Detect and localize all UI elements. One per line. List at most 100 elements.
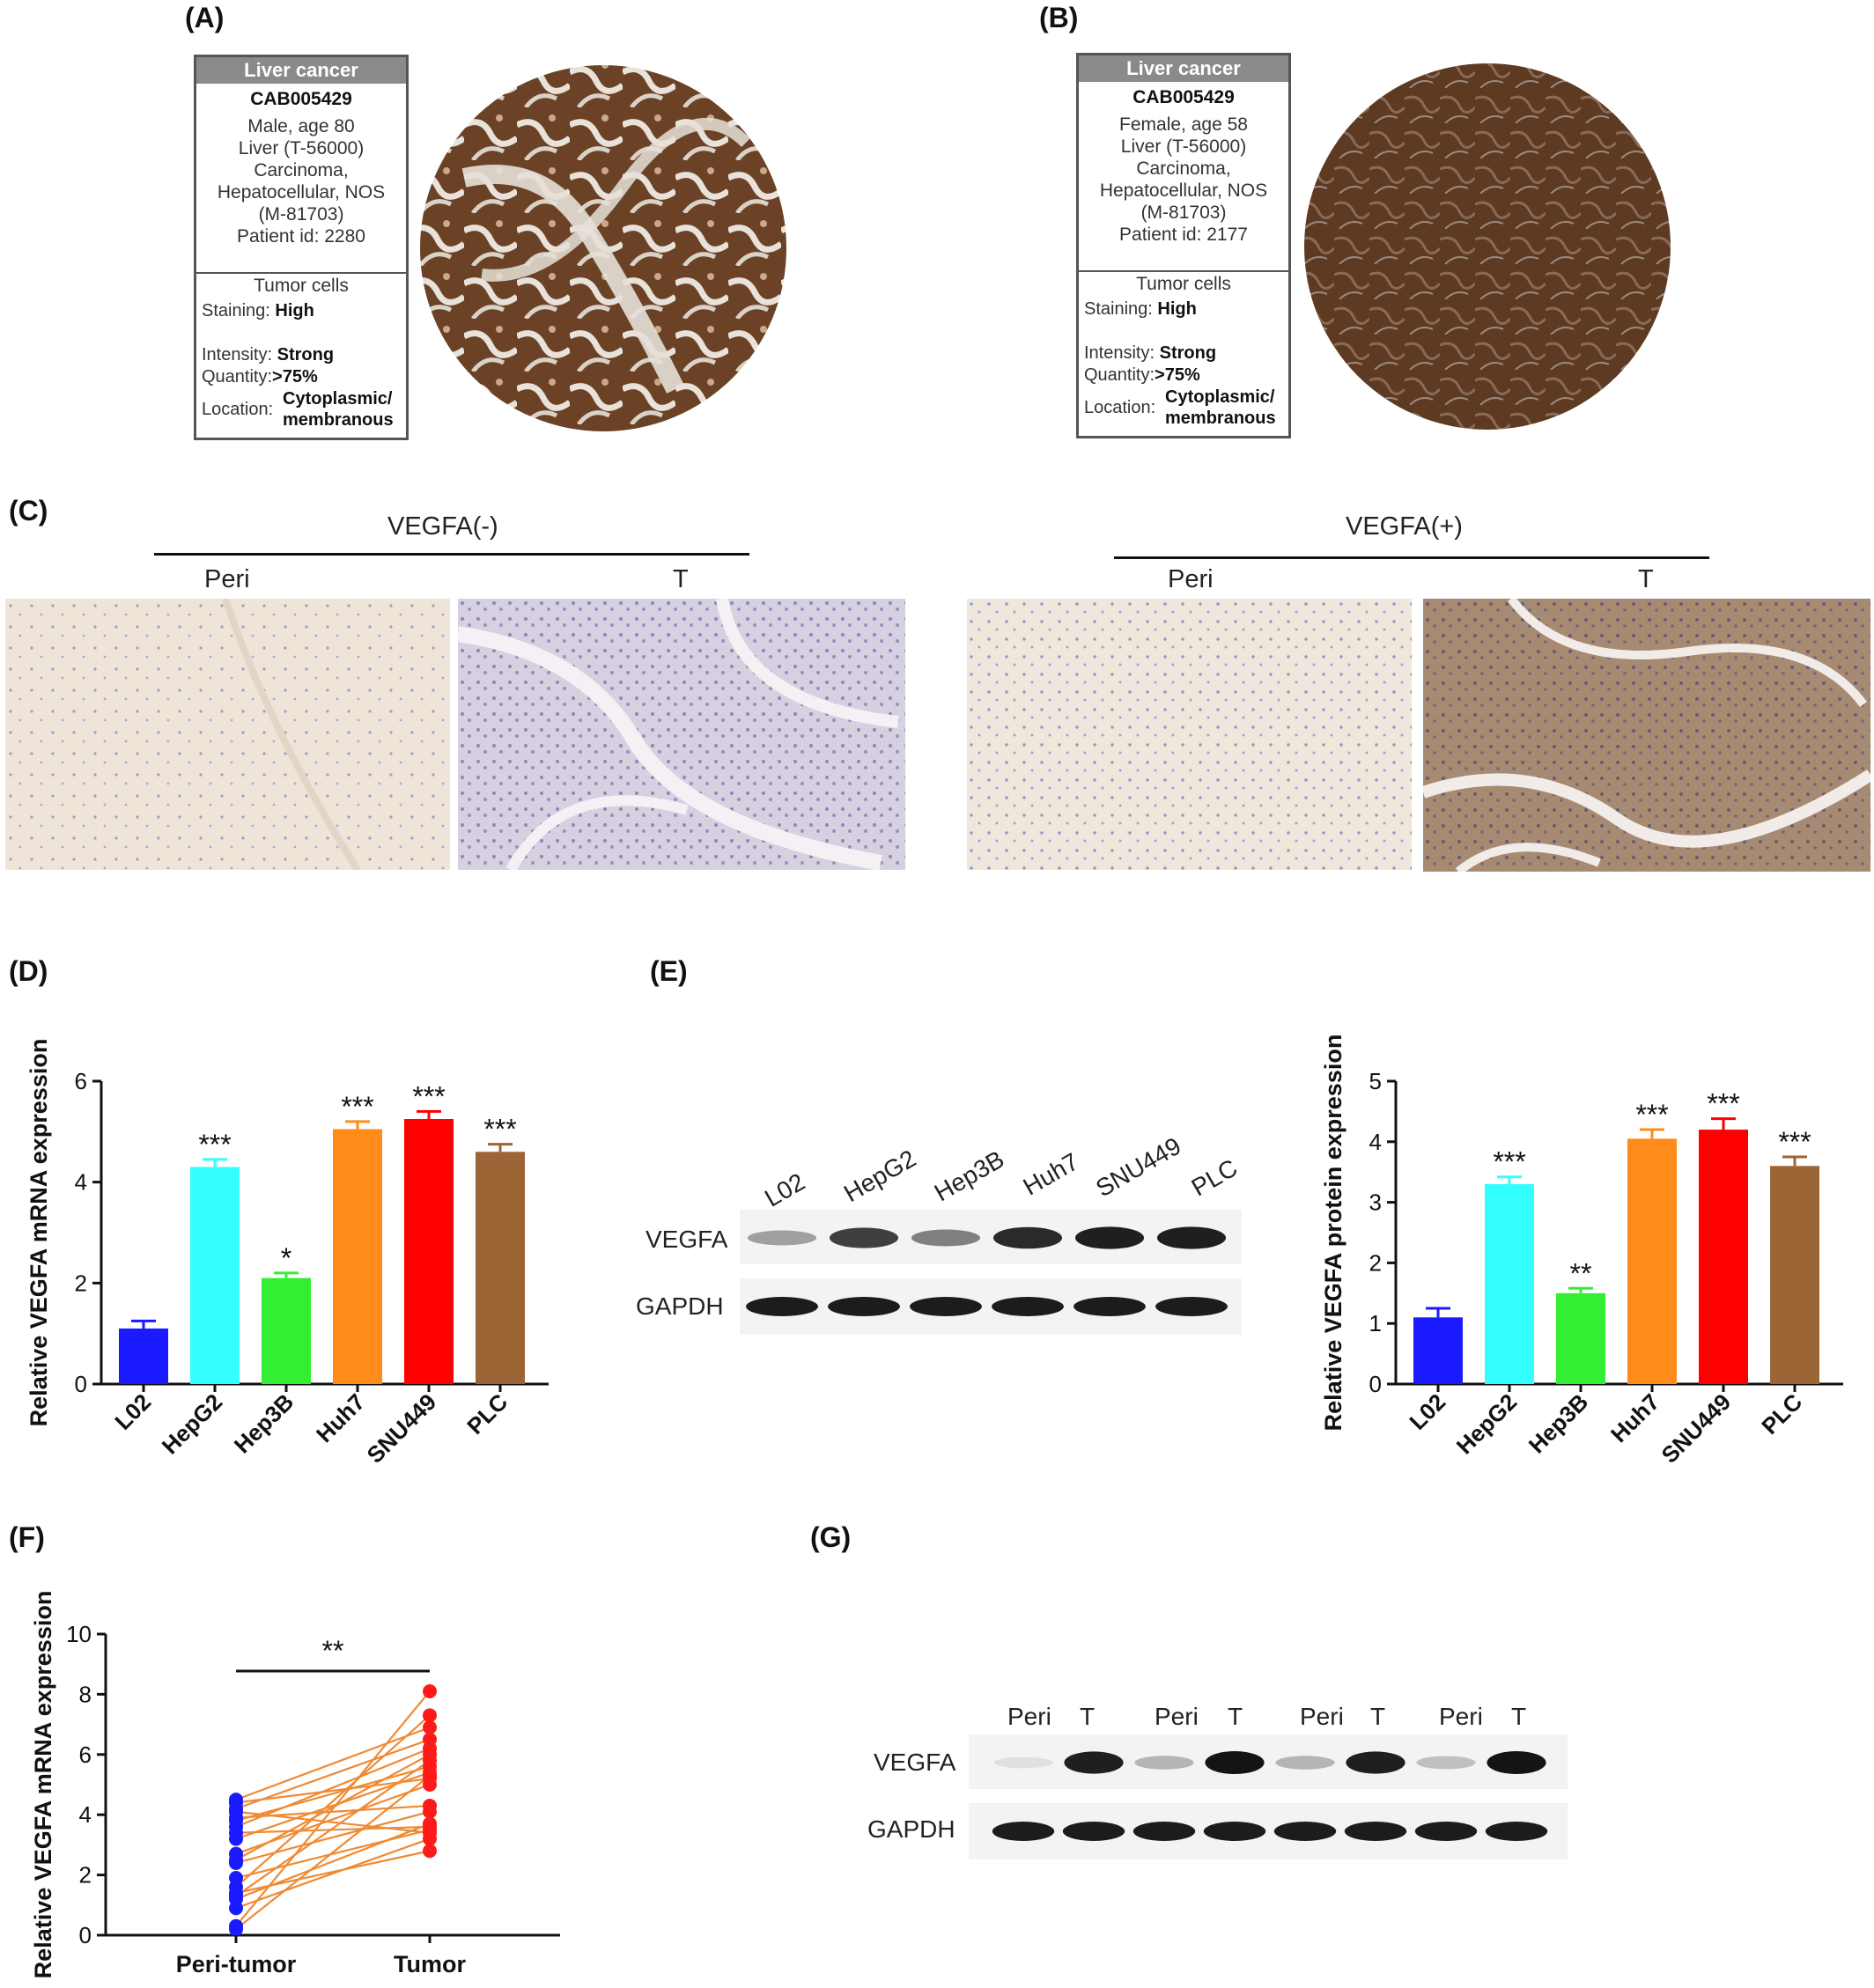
x-tick-label: Tumor <box>394 1951 466 1977</box>
band-gapdh <box>1073 1297 1146 1316</box>
y-tick-label: 2 <box>1369 1249 1382 1276</box>
significance-label: *** <box>1778 1126 1811 1158</box>
y-tick-label: 10 <box>66 1621 92 1647</box>
band-vegfa <box>1205 1751 1265 1774</box>
point-peri-tumor <box>229 1901 243 1916</box>
blot-e-lane-label: HepG2 <box>838 1144 921 1208</box>
bar <box>1627 1138 1677 1384</box>
hpa-line: (M-81703) <box>1140 202 1227 223</box>
significance-label: *** <box>412 1080 445 1112</box>
bar <box>1556 1292 1605 1384</box>
blot-e-lane-label: SNU449 <box>1091 1131 1186 1203</box>
bar <box>1413 1317 1463 1384</box>
band-gapdh <box>1155 1297 1228 1316</box>
location-value: Cytoplasmic/ <box>283 389 393 409</box>
x-tick-label: SNU449 <box>362 1388 442 1469</box>
intensity-label: Intensity: <box>1084 343 1155 363</box>
y-axis-label: Relative VEGFA mRNA expression <box>30 1591 56 1979</box>
y-tick-label: 3 <box>1369 1189 1382 1216</box>
hpa-header: Liver cancer <box>1079 55 1288 82</box>
significance-label: *** <box>1635 1099 1668 1130</box>
panel-label-e: (E) <box>650 955 688 987</box>
significance-label: *** <box>1493 1146 1525 1178</box>
x-tick-label: L02 <box>109 1388 156 1435</box>
location-value: Cytoplasmic/ <box>1165 387 1275 407</box>
staining-value: High <box>1157 299 1197 319</box>
x-tick-label: HepG2 <box>1451 1388 1522 1459</box>
x-tick-label: Hep3B <box>1524 1388 1593 1458</box>
location-label: Location: <box>1084 398 1156 417</box>
y-tick-label: 1 <box>1369 1310 1382 1336</box>
panel-label-g: (G) <box>810 1521 852 1553</box>
bar <box>333 1129 382 1384</box>
blot-g-lane-label: T <box>1511 1703 1527 1730</box>
group-bracket-pos <box>1114 556 1709 559</box>
point-tumor <box>423 1753 437 1768</box>
blot-g-row-label-vegfa: VEGFA <box>874 1749 956 1776</box>
blot-e-lane-label: Hep3B <box>929 1145 1009 1207</box>
y-tick-label: 0 <box>1369 1371 1382 1397</box>
chart-e-protein-bar: 0 1 2 3 4 5 Relative VEGFA protein expression L… <box>1320 1034 1843 1469</box>
group-bracket-neg <box>154 553 749 556</box>
blot-e-lane-label: PLC <box>1186 1153 1243 1202</box>
significance-label: *** <box>341 1091 373 1123</box>
hpa-info-card-a: Liver cancer CAB005429 Male, age 80 Live… <box>194 55 409 440</box>
band-vegfa <box>993 1756 1053 1769</box>
band-gapdh <box>1273 1822 1337 1841</box>
pair-line <box>235 1714 431 1889</box>
blot-membrane-vegfa <box>969 1734 1568 1789</box>
y-tick-label: 6 <box>75 1068 87 1094</box>
ihc-image-t-neg <box>458 599 905 870</box>
panel-label-f: (F) <box>9 1521 45 1553</box>
blot-g-lane-label: Peri <box>1155 1703 1199 1730</box>
bar <box>1699 1130 1748 1384</box>
y-tick-label: 0 <box>75 1371 87 1397</box>
y-tick-label: 4 <box>75 1169 87 1196</box>
location-value: membranous <box>1165 409 1276 428</box>
significance-label: *** <box>483 1114 516 1145</box>
bar <box>262 1277 311 1384</box>
tissue-core-b <box>1304 63 1671 430</box>
pair-line <box>235 1810 431 1864</box>
ihc-label-t-pos: T <box>1638 565 1654 593</box>
point-tumor <box>423 1844 437 1859</box>
ihc-label-peri-neg: Peri <box>204 565 250 593</box>
quantity-value: >75% <box>272 367 318 387</box>
band-vegfa <box>747 1230 817 1246</box>
significance-label: ** <box>322 1635 344 1667</box>
chart-f-paired-scatter: 0 2 4 6 8 10 Relative VEGFA mRNA expression Per… <box>30 1591 560 1979</box>
y-axis-label: Relative VEGFA mRNA expression <box>26 1039 52 1427</box>
staining-value: High <box>275 301 314 320</box>
pair-line <box>235 1765 431 1822</box>
band-vegfa <box>1156 1226 1227 1249</box>
ihc-image-peri-neg <box>5 599 450 870</box>
x-tick-label: PLC <box>1756 1388 1807 1439</box>
panel-label-d: (D) <box>9 955 48 987</box>
bar <box>1485 1183 1534 1384</box>
x-tick-label: HepG2 <box>157 1388 227 1459</box>
band-gapdh <box>1203 1822 1266 1841</box>
hpa-line: Patient id: 2280 <box>237 226 365 247</box>
bar <box>119 1328 168 1384</box>
band-vegfa <box>1134 1756 1194 1770</box>
x-tick-label: Huh7 <box>1605 1388 1664 1447</box>
hpa-line: Patient id: 2177 <box>1119 225 1248 245</box>
band-gapdh <box>1062 1822 1125 1841</box>
blot-g-lane-label: T <box>1228 1703 1243 1730</box>
significance-label: *** <box>198 1129 231 1160</box>
significance-label: ** <box>1570 1257 1592 1289</box>
hpa-info-card-b: Liver cancer CAB005429 Female, age 58 Li… <box>1076 53 1291 438</box>
hpa-line: Liver (T-56000) <box>238 138 365 158</box>
y-tick-label: 6 <box>79 1741 92 1768</box>
bar <box>476 1152 525 1384</box>
point-tumor <box>423 1720 437 1735</box>
y-tick-label: 2 <box>75 1270 87 1296</box>
pair-line <box>235 1850 431 1895</box>
blot-e <box>740 1210 1242 1335</box>
band-gapdh <box>910 1297 982 1316</box>
band-vegfa <box>911 1229 981 1247</box>
significance-label: * <box>281 1242 291 1274</box>
band-gapdh <box>1414 1822 1478 1841</box>
significance-label: *** <box>1707 1088 1739 1120</box>
ihc-image-t-pos <box>1423 599 1870 872</box>
